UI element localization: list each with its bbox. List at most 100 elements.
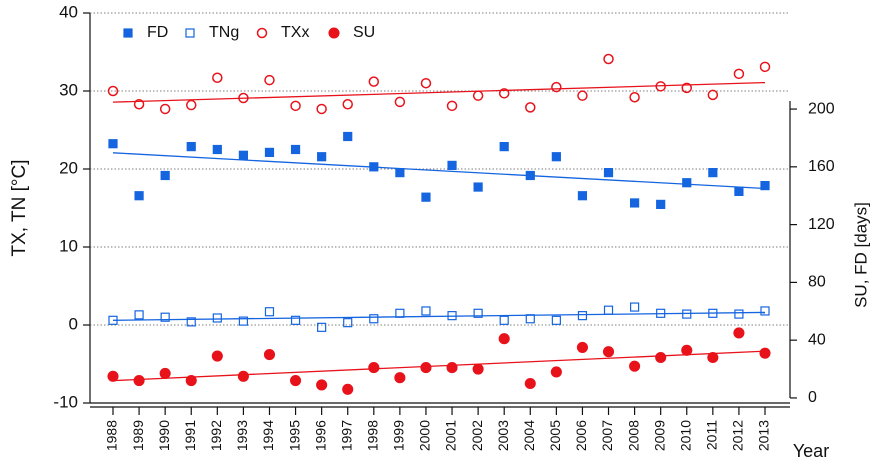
x-tick-label: 2005 bbox=[547, 420, 563, 451]
trend-line bbox=[112, 81, 766, 103]
x-tick-label: 2006 bbox=[573, 420, 589, 451]
x-tick-label: 1995 bbox=[286, 420, 302, 451]
point bbox=[368, 76, 380, 87]
legend-marker bbox=[123, 28, 133, 38]
legend-marker bbox=[328, 27, 340, 39]
point bbox=[682, 309, 692, 319]
point bbox=[343, 131, 353, 142]
legend-label: TXx bbox=[281, 24, 309, 41]
point bbox=[133, 99, 145, 110]
point bbox=[342, 383, 354, 395]
point bbox=[134, 191, 144, 201]
trend-line bbox=[112, 311, 766, 321]
point bbox=[317, 322, 327, 332]
point bbox=[420, 362, 432, 374]
point bbox=[421, 192, 431, 202]
point bbox=[343, 318, 353, 328]
x-tick-label: 1993 bbox=[234, 420, 250, 451]
point bbox=[185, 99, 197, 111]
point bbox=[290, 375, 302, 387]
legend-marker bbox=[256, 27, 268, 39]
point bbox=[603, 305, 614, 315]
y-tick-label: 40 bbox=[59, 2, 78, 21]
legend-label: FD bbox=[147, 24, 168, 41]
point bbox=[369, 314, 379, 324]
x-tick-label: 1998 bbox=[365, 420, 381, 451]
x-tick-label: 2009 bbox=[651, 420, 667, 451]
point bbox=[681, 82, 693, 94]
point bbox=[733, 327, 745, 339]
point bbox=[525, 314, 535, 324]
point bbox=[524, 377, 536, 390]
point bbox=[655, 351, 667, 364]
point bbox=[264, 147, 275, 157]
point bbox=[133, 375, 145, 387]
point bbox=[238, 92, 249, 104]
point bbox=[238, 316, 248, 326]
point bbox=[525, 170, 535, 181]
point bbox=[525, 102, 536, 113]
point bbox=[760, 306, 770, 316]
point bbox=[368, 362, 380, 374]
point bbox=[160, 312, 170, 322]
y2-tick-label: 80 bbox=[808, 274, 826, 291]
x-tick-label: 2003 bbox=[495, 420, 511, 451]
y-tick-label: 30 bbox=[59, 80, 78, 99]
y2-tick-label: 200 bbox=[808, 100, 835, 117]
point bbox=[550, 366, 562, 378]
point bbox=[602, 346, 615, 358]
point bbox=[760, 181, 770, 191]
point bbox=[734, 309, 744, 319]
point bbox=[498, 88, 510, 99]
point bbox=[473, 308, 483, 318]
point bbox=[212, 72, 223, 83]
point bbox=[237, 370, 249, 382]
point bbox=[316, 379, 328, 391]
point bbox=[446, 362, 458, 374]
point bbox=[577, 311, 588, 321]
point bbox=[499, 315, 509, 325]
x-tick-label: 1992 bbox=[208, 420, 224, 451]
point bbox=[473, 182, 483, 192]
y2-tick-label: 160 bbox=[808, 158, 835, 175]
trend-line bbox=[112, 350, 766, 382]
point bbox=[447, 311, 457, 321]
point bbox=[446, 100, 458, 112]
point bbox=[211, 350, 223, 362]
point bbox=[317, 152, 327, 162]
x-tick-label: 2011 bbox=[704, 420, 720, 450]
point bbox=[160, 170, 170, 181]
x-tick-label: 2007 bbox=[599, 420, 615, 451]
point bbox=[108, 315, 118, 325]
x-tick-label: 1999 bbox=[391, 420, 407, 451]
point bbox=[577, 90, 588, 101]
point bbox=[420, 77, 432, 89]
point bbox=[734, 186, 744, 196]
trend-line bbox=[112, 152, 766, 190]
point bbox=[708, 308, 718, 318]
point bbox=[759, 347, 771, 359]
x-tick-label: 2001 bbox=[443, 420, 459, 451]
point bbox=[263, 349, 276, 361]
point bbox=[733, 68, 745, 80]
point bbox=[108, 139, 118, 149]
point bbox=[159, 103, 171, 115]
point bbox=[707, 89, 719, 101]
point bbox=[681, 344, 693, 356]
point bbox=[498, 333, 510, 345]
point bbox=[603, 168, 614, 178]
legend-label: SU bbox=[353, 24, 375, 41]
point bbox=[576, 341, 588, 353]
point bbox=[238, 150, 248, 160]
point bbox=[212, 144, 222, 155]
y2-tick-label: 0 bbox=[808, 389, 817, 406]
x-tick-label: 1996 bbox=[312, 420, 328, 451]
point bbox=[394, 96, 406, 108]
x-tick-label: 2002 bbox=[469, 420, 485, 451]
y2-axis-label: SU, FD [days] bbox=[851, 202, 870, 308]
point bbox=[629, 302, 640, 312]
point bbox=[603, 53, 614, 65]
x-tick-label: 1989 bbox=[130, 420, 146, 451]
point bbox=[316, 103, 327, 115]
